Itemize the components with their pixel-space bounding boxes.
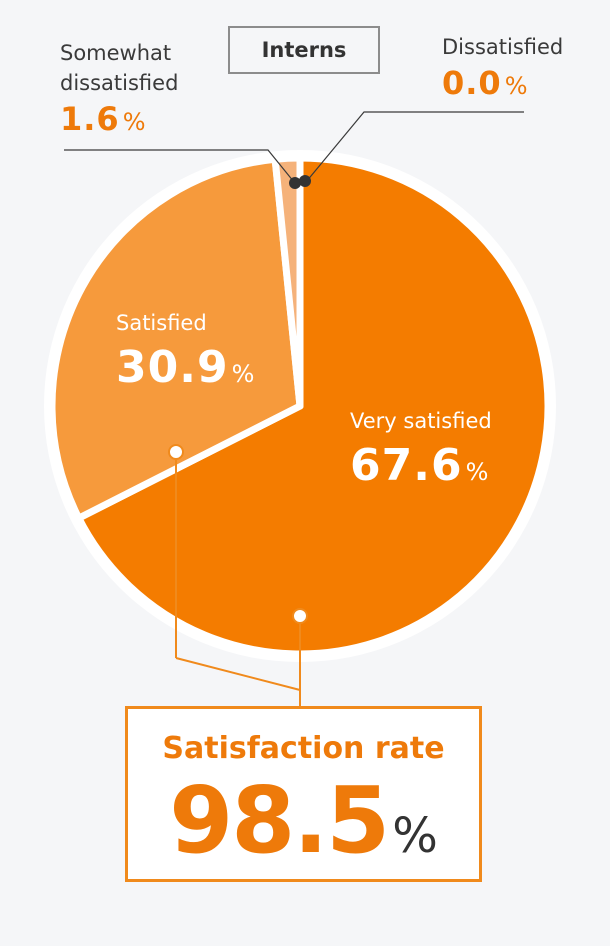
leader-dot-dissatisfied: [299, 175, 311, 187]
slice-value-unit: %: [231, 360, 255, 388]
satisfaction-rate-box: Satisfaction rate 98.5%: [125, 706, 482, 882]
pie-slice-very-satisfied: [75, 154, 552, 658]
label-very-satisfied: Very satisfied 67.6%: [350, 406, 492, 491]
marker-dot-satisfied: [168, 444, 184, 460]
slice-value-unit: %: [504, 72, 528, 100]
slice-value-unit: %: [465, 458, 489, 486]
chart-title: Interns: [228, 26, 380, 74]
slice-value-unit: %: [122, 108, 146, 136]
pie-slice-satisfied: [48, 155, 304, 522]
marker-dot-very-satisfied: [292, 608, 308, 624]
satisfaction-rate-unit: %: [392, 808, 438, 864]
label-satisfied: Satisfied 30.9%: [116, 308, 254, 393]
satisfaction-rate-value: 98.5%: [128, 773, 479, 895]
slice-name: Dissatisfied: [442, 35, 564, 59]
satisfaction-rate-number: 98.5: [169, 767, 390, 874]
slice-name: Satisfied: [116, 311, 207, 335]
satisfaction-rate-label: Satisfaction rate: [162, 731, 445, 766]
bracket-diagonal: [175, 657, 301, 691]
slice-value: 1.6%: [60, 100, 210, 138]
slice-value-number: 1.6: [60, 100, 120, 138]
leader-line-somewhat-dissatisfied: [64, 149, 295, 183]
label-somewhat-dissatisfied: Somewhat dissatisfied 1.6%: [60, 38, 210, 138]
slice-name: Somewhat dissatisfied: [60, 41, 179, 95]
slice-value: 0.0%: [442, 64, 563, 102]
slice-value: 30.9%: [116, 342, 254, 393]
label-dissatisfied: Dissatisfied 0.0%: [442, 32, 563, 102]
slice-value-number: 0.0: [442, 64, 502, 102]
leader-line-dissatisfied: [305, 111, 524, 183]
slice-value-number: 30.9: [116, 342, 229, 393]
leader-dot-somewhat-dissatisfied: [289, 177, 301, 189]
slice-value-number: 67.6: [350, 440, 463, 491]
slice-value: 67.6%: [350, 440, 492, 491]
slice-name: Very satisfied: [350, 409, 492, 433]
